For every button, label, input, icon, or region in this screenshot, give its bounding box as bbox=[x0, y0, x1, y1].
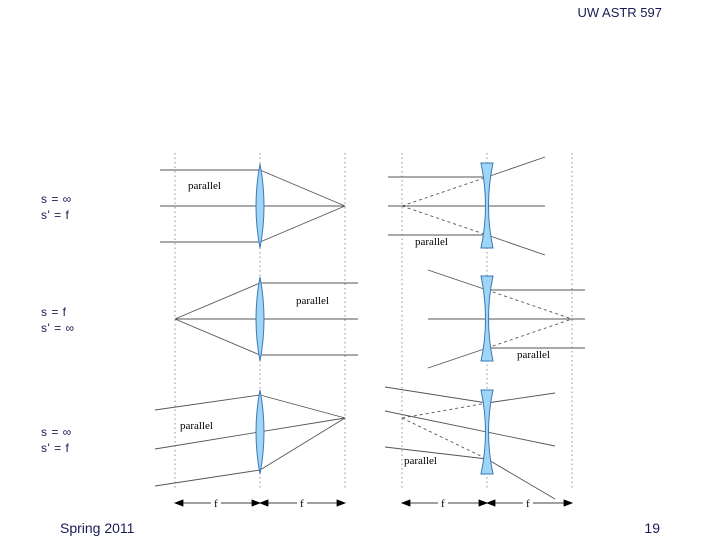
focal-label-3: f bbox=[441, 498, 445, 510]
ray bbox=[174, 318, 261, 356]
focal-dimension-arrows bbox=[173, 499, 574, 507]
footer-term: Spring 2011 bbox=[60, 520, 135, 536]
diverging-lens-1 bbox=[480, 162, 494, 249]
ray bbox=[259, 205, 346, 243]
label-bg bbox=[211, 497, 221, 509]
virtual-ray bbox=[401, 176, 488, 207]
case-1-image-distance: s' = f bbox=[41, 208, 70, 222]
converging-lens-3 bbox=[255, 389, 265, 475]
focal-labels: f f f f bbox=[211, 497, 533, 510]
diverging-lens-2 bbox=[480, 275, 494, 362]
virtual-ray bbox=[486, 318, 573, 349]
ray bbox=[259, 417, 346, 471]
ray bbox=[154, 469, 261, 487]
case-3-object-distance: s = ∞ bbox=[41, 425, 72, 439]
focal-label-1: f bbox=[214, 498, 218, 510]
focal-guides bbox=[174, 153, 573, 490]
ray bbox=[384, 386, 488, 404]
ray-chief bbox=[154, 417, 346, 450]
row3-converging-rays bbox=[154, 394, 346, 487]
virtual-ray bbox=[401, 205, 488, 236]
virtual-ray bbox=[401, 417, 488, 460]
ray bbox=[486, 234, 546, 256]
row2-diverging-rays bbox=[427, 269, 585, 369]
case-2-conditions: s = f s' = ∞ bbox=[41, 304, 75, 336]
diverging-lens-3 bbox=[480, 389, 494, 475]
case-1-object-distance: s = ∞ bbox=[41, 192, 72, 206]
row3-virtual-rays bbox=[401, 402, 488, 460]
converging-lens-2 bbox=[255, 276, 265, 362]
label-bg bbox=[438, 497, 448, 509]
row1-virtual-rays bbox=[401, 176, 488, 236]
case-2-image-distance: s' = ∞ bbox=[41, 321, 75, 335]
virtual-ray bbox=[486, 289, 573, 320]
ray bbox=[427, 347, 488, 369]
arrowhead bbox=[400, 499, 411, 507]
footer-page-number: 19 bbox=[644, 520, 660, 536]
converging-lens-1 bbox=[255, 163, 265, 249]
focal-label-4: f bbox=[526, 498, 530, 510]
virtual-ray bbox=[401, 402, 488, 419]
row2-right-parallel-label: parallel bbox=[517, 349, 550, 361]
ray bbox=[486, 392, 556, 404]
row3-right-parallel-label: parallel bbox=[404, 455, 437, 467]
ray bbox=[174, 282, 261, 320]
row1-diverging-rays bbox=[388, 156, 546, 256]
row2-virtual-rays bbox=[486, 289, 573, 349]
row3-left-parallel-label: parallel bbox=[180, 420, 213, 432]
ray bbox=[486, 156, 546, 178]
arrowhead bbox=[258, 499, 269, 507]
arrowhead bbox=[173, 499, 184, 507]
row3-diverging-rays bbox=[384, 386, 556, 500]
ray bbox=[154, 394, 261, 411]
case-2-object-distance: s = f bbox=[41, 305, 67, 319]
ray-chief bbox=[384, 410, 556, 447]
case-1-conditions: s = ∞ s' = f bbox=[41, 191, 72, 223]
arrowhead bbox=[485, 499, 496, 507]
row1-left-parallel-label: parallel bbox=[188, 180, 221, 192]
case-3-image-distance: s' = f bbox=[41, 441, 70, 455]
arrowhead bbox=[251, 499, 262, 507]
row2-left-parallel-label: parallel bbox=[296, 295, 329, 307]
ray bbox=[486, 458, 556, 500]
ray bbox=[259, 169, 346, 207]
ray bbox=[427, 269, 488, 291]
focal-label-2: f bbox=[300, 498, 304, 510]
ray bbox=[259, 394, 346, 419]
ray bbox=[384, 446, 488, 460]
arrowhead bbox=[563, 499, 574, 507]
label-bg bbox=[297, 497, 307, 509]
row2-converging-rays bbox=[174, 282, 358, 356]
arrowhead bbox=[336, 499, 347, 507]
row1-right-parallel-label: parallel bbox=[415, 236, 448, 248]
course-header: UW ASTR 597 bbox=[577, 5, 662, 20]
label-bg bbox=[523, 497, 533, 509]
case-3-conditions: s = ∞ s' = f bbox=[41, 424, 72, 456]
row1-converging-rays bbox=[160, 169, 346, 243]
arrowhead bbox=[478, 499, 489, 507]
